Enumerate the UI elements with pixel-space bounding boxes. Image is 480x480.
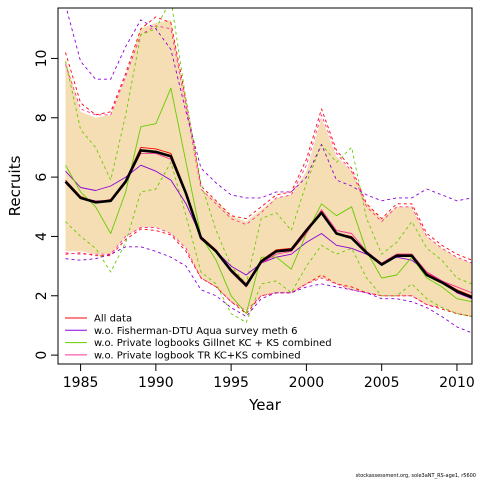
legend-item-logbook_tr: w.o. Private logbook TR KC+KS combined: [65, 350, 301, 361]
legend-label: w.o. Private logbooks Gillnet KC + KS co…: [94, 338, 332, 349]
series-line-6-all_data-dashed: [65, 16, 472, 261]
x-axis: 1985 1990 1995 2000 2005 2010: [63, 364, 475, 391]
series-lines-layer: [64, 8, 472, 334]
confidence-band-layer: [65, 19, 472, 317]
series-line-3-gillnet-solid: [65, 87, 472, 315]
legend-item-gillnet: w.o. Private logbooks Gillnet KC + KS co…: [65, 338, 332, 349]
x-tick-label: 2000: [289, 375, 325, 391]
x-tick-label: 2005: [364, 375, 400, 391]
y-tick-label: 6: [34, 173, 50, 182]
y-tick-label: 4: [34, 232, 50, 241]
series-line-5-estimate-bold: [64, 149, 472, 299]
x-tick-label: 1995: [213, 375, 249, 391]
x-tick-label: 1985: [63, 375, 99, 391]
series-line-12-dashed_outer-dashed: [65, 8, 472, 202]
y-tick-label: 10: [34, 50, 50, 68]
series-line-10-gillnet-dashed: [65, 8, 472, 285]
legend-label: w.o. Private logbook TR KC+KS combined: [94, 350, 301, 361]
x-tick-label: 1990: [138, 375, 174, 391]
source-footnote: stockassessment.org, sole3aNT_RS-age1, r…: [355, 473, 476, 479]
x-axis-label: Year: [248, 396, 282, 414]
y-tick-label: 2: [34, 291, 50, 300]
series-line-11-gillnet-dashed: [65, 161, 472, 323]
legend-label: All data: [94, 314, 132, 325]
series-line-7-all_data-dashed: [65, 228, 472, 317]
y-axis: 0 2 4 6 8 10: [34, 50, 58, 360]
y-tick-label: 8: [34, 113, 50, 122]
legend-item-all_data: All data: [65, 314, 132, 325]
series-line-4-logbook_tr-solid: [65, 152, 472, 294]
legend-item-fisherman: w.o. Fisherman-DTU Aqua survey meth 6: [65, 326, 297, 337]
series-line-13-dashed_outer-dashed: [65, 246, 472, 334]
confidence-band: [65, 19, 472, 317]
legend-label: w.o. Fisherman-DTU Aqua survey meth 6: [94, 326, 297, 337]
y-tick-label: 0: [34, 351, 50, 360]
x-tick-label: 2010: [439, 375, 475, 391]
y-axis-label: Recruits: [6, 155, 24, 216]
plot-frame: [57, 7, 473, 365]
